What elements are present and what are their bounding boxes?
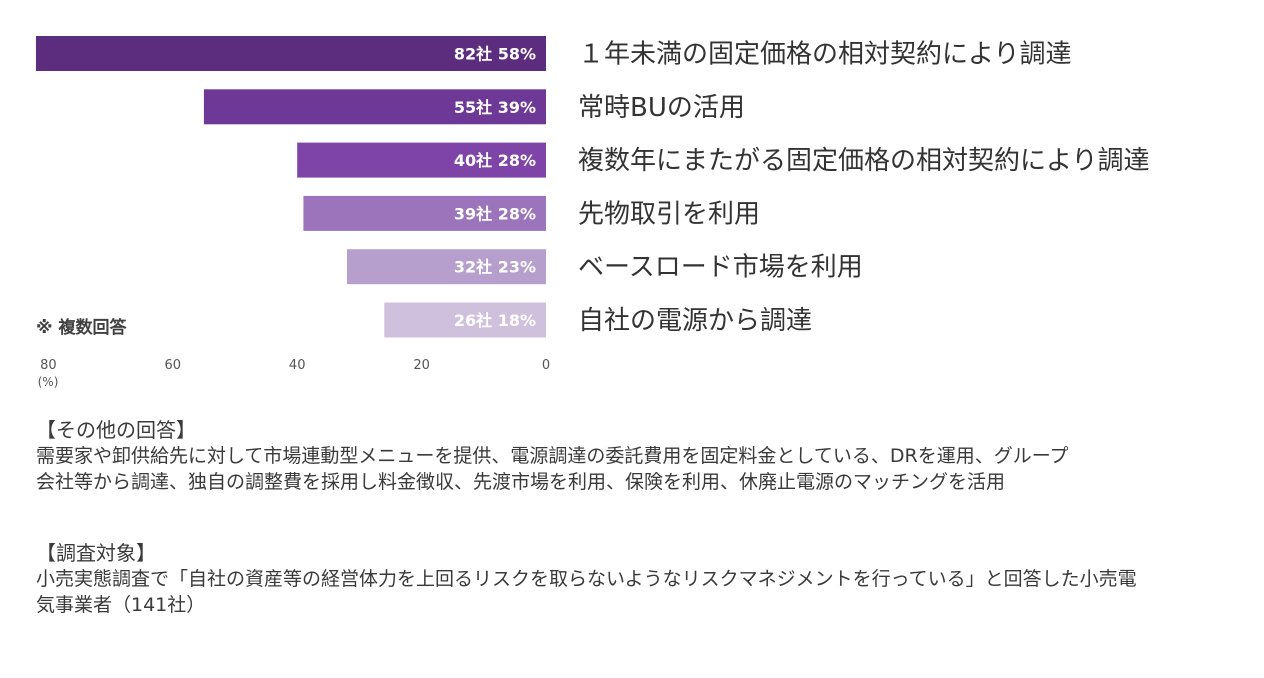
survey-target-line-2: 気事業者（141社） <box>36 594 206 616</box>
other-answers-line-2: 会社等から調達、独自の調整費を採用し料金徴収、先渡市場を利用、保険を利用、休廃止… <box>36 471 1006 493</box>
bar-4 <box>303 195 546 231</box>
bar-6 <box>384 302 546 338</box>
bar-2 <box>203 89 546 125</box>
multiple-answers-note: ※ 複数回答 <box>36 318 127 338</box>
bar-data-label-2: 55社 39% <box>454 98 536 117</box>
survey-target-heading: 【調査対象】 <box>36 541 156 565</box>
x-tick-label-2: 60 <box>165 358 182 373</box>
category-label-5: ベースロード市場を利用 <box>578 253 863 283</box>
x-tick-label-4: 20 <box>413 358 430 373</box>
bar-data-label-6: 26社 18% <box>454 311 536 330</box>
x-tick-label-5: 0 <box>542 358 550 373</box>
bar-data-label-3: 40社 28% <box>454 151 536 170</box>
category-label-4: 先物取引を利用 <box>578 199 760 229</box>
other-answers-heading: 【その他の回答】 <box>36 418 196 442</box>
bar-1 <box>35 36 547 71</box>
x-axis-unit-label: (%) <box>38 375 59 389</box>
category-label-2: 常時BUの活用 <box>578 93 745 123</box>
bar-5 <box>346 249 546 285</box>
other-answers-section: 【その他の回答】 需要家や卸供給先に対して市場連動型メニューを提供、電源調達の委… <box>36 417 1236 495</box>
x-tick-label-1: 80 <box>40 358 57 373</box>
bar-data-label-4: 39社 28% <box>454 204 536 223</box>
bar-data-label-1: 82社 58% <box>454 45 536 64</box>
category-label-3: 複数年にまたがる固定価格の相対契約により調達 <box>578 146 1149 176</box>
bar-data-label-5: 32社 23% <box>454 258 536 277</box>
survey-target-section: 【調査対象】 小売実態調査で「自社の資産等の経営体力を上回るリスクを取らないよう… <box>36 540 1236 618</box>
bar-3 <box>297 142 546 178</box>
category-label-6: 自社の電源から調達 <box>578 306 812 336</box>
x-tick-label-3: 40 <box>289 358 306 373</box>
survey-target-line-1: 小売実態調査で「自社の資産等の経営体力を上回るリスクを取らないようなリスクマネジ… <box>36 568 1137 590</box>
other-answers-line-1: 需要家や卸供給先に対して市場連動型メニューを提供、電源調達の委託費用を固定料金と… <box>36 445 1069 467</box>
category-label-1: １年未満の固定価格の相対契約により調達 <box>578 40 1071 70</box>
bar-chart: 82社 58% １年未満の固定価格の相対契約により調達 55社 39% 常時BUの活用… <box>35 36 1149 389</box>
